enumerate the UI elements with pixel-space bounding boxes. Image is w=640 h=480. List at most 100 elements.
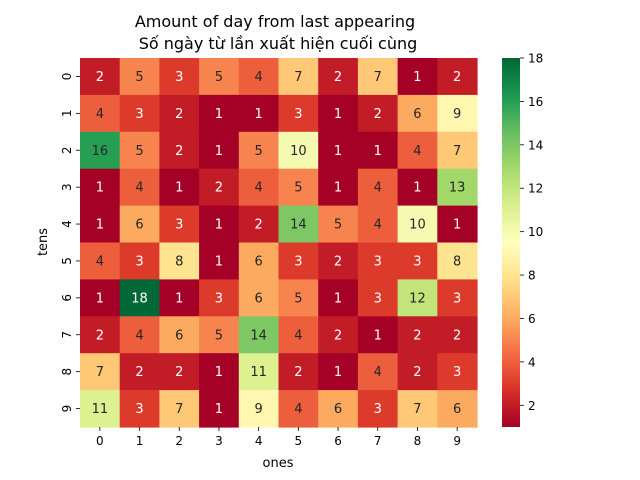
- heatmap-cell-label: 3: [294, 107, 302, 122]
- heatmap-cell-label: 16: [92, 144, 109, 159]
- heatmap-cell: [199, 205, 240, 244]
- y-tick-label: 8: [60, 368, 74, 376]
- heatmap-cell-label: 11: [250, 365, 267, 380]
- heatmap-cell-label: 5: [215, 328, 223, 343]
- heatmap-cell-label: 10: [409, 218, 426, 233]
- x-tick-label: 1: [136, 434, 144, 448]
- x-axis-ticks: 0 1 2 3 4 5 6 7 8 9: [96, 427, 461, 448]
- heatmap-cell: [80, 279, 121, 317]
- heatmap-cell-label: 7: [96, 365, 104, 380]
- heatmap-cell: [318, 242, 359, 280]
- heatmap-cell: [397, 242, 438, 280]
- heatmap-cell: [278, 353, 319, 391]
- heatmap-cell: [318, 390, 359, 428]
- heatmap-cell: [397, 94, 438, 133]
- heatmap-cell: [199, 316, 240, 354]
- heatmap-cell: [238, 279, 280, 317]
- heatmap-cell: [437, 168, 478, 207]
- heatmap-cell-label: 3: [453, 365, 461, 380]
- heatmap-cell-label: 3: [294, 254, 302, 269]
- heatmap-cell-label: 1: [413, 70, 421, 85]
- heatmap-cell: [278, 94, 319, 133]
- heatmap-cell: [318, 353, 359, 391]
- heatmap-cell: [437, 279, 478, 317]
- heatmap-cell: [119, 94, 160, 133]
- heatmap-cell-label: 1: [215, 218, 223, 233]
- heatmap-cell: [159, 94, 200, 133]
- heatmap-cells: 2 5 3 5 4 7 2 7 1 24 3 2 1 1 3 1 2 6 916 5 2 1 5 10 1 1 4 71 4 1 2 4 5 1 4…: [80, 58, 478, 428]
- heatmap-cell: [397, 390, 438, 428]
- heatmap-cell-label: 5: [215, 70, 223, 85]
- heatmap-cell-label: 1: [374, 144, 382, 159]
- x-tick-label: 8: [414, 434, 422, 448]
- heatmap-cell: [278, 316, 319, 354]
- x-tick-label: 0: [96, 434, 104, 448]
- heatmap-cell-label: 10: [290, 144, 307, 159]
- heatmap-cell: [437, 131, 478, 170]
- x-tick-label: 3: [215, 434, 223, 448]
- y-tick-label: 3: [60, 183, 74, 191]
- colorbar-tick-label: 12: [528, 182, 543, 196]
- heatmap-cell-label: 5: [135, 144, 143, 159]
- heatmap-cell: [159, 279, 200, 317]
- heatmap-cell: [159, 205, 200, 244]
- heatmap-cell: [397, 205, 438, 244]
- heatmap-cell-label: 4: [135, 181, 143, 196]
- x-tick-label: 2: [175, 434, 183, 448]
- heatmap-cell-label: 14: [250, 328, 267, 343]
- heatmap-cell: [80, 168, 121, 207]
- heatmap-cell-label: 1: [175, 181, 183, 196]
- heatmap-cell: [318, 168, 359, 207]
- x-tick-label: 4: [255, 434, 263, 448]
- heatmap-cell-label: 4: [374, 218, 382, 233]
- heatmap-cell-label: 3: [175, 218, 183, 233]
- heatmap-cell-label: 9: [255, 402, 263, 417]
- heatmap-cell: [397, 353, 438, 391]
- heatmap-cell: [437, 242, 478, 280]
- y-tick-label: 9: [60, 405, 74, 413]
- heatmap-cell-label: 7: [413, 402, 421, 417]
- heatmap-cell-label: 1: [255, 107, 263, 122]
- heatmap-cell: [397, 279, 438, 317]
- x-axis-label: ones: [263, 456, 294, 471]
- y-tick-label: 0: [60, 73, 74, 81]
- heatmap-cell-label: 1: [334, 107, 342, 122]
- heatmap-cell: [159, 131, 200, 170]
- heatmap-cell-label: 2: [135, 365, 143, 380]
- heatmap-cell: [199, 168, 240, 207]
- heatmap-cell-label: 3: [175, 70, 183, 85]
- heatmap-cell: [357, 168, 399, 207]
- heatmap-cell-label: 7: [453, 144, 461, 159]
- y-tick-label: 7: [60, 331, 74, 339]
- colorbar-tick-label: 2: [528, 399, 536, 413]
- heatmap-cell-label: 9: [453, 107, 461, 122]
- heatmap-cell-label: 7: [175, 402, 183, 417]
- colorbar-tick-label: 16: [528, 95, 543, 109]
- heatmap-cell-label: 6: [255, 291, 263, 306]
- y-tick-label: 6: [60, 294, 74, 302]
- heatmap-cell-label: 7: [294, 70, 302, 85]
- heatmap-cell-label: 3: [453, 291, 461, 306]
- heatmap-cell-label: 2: [175, 144, 183, 159]
- heatmap-cell: [80, 58, 121, 96]
- heatmap-cell: [80, 353, 121, 391]
- y-tick-label: 2: [60, 146, 74, 154]
- heatmap-cell-label: 14: [290, 218, 307, 233]
- heatmap-cell: [119, 316, 160, 354]
- heatmap-cell-label: 1: [374, 328, 382, 343]
- x-tick-label: 7: [374, 434, 382, 448]
- heatmap-cell-label: 5: [255, 144, 263, 159]
- x-tick-label: 5: [295, 434, 303, 448]
- heatmap-cell-label: 4: [96, 254, 104, 269]
- heatmap-cell-label: 11: [92, 402, 109, 417]
- heatmap-cell-label: 3: [374, 254, 382, 269]
- heatmap-cell: [199, 353, 240, 391]
- heatmap-cell: [357, 205, 399, 244]
- colorbar-tick-label: 6: [528, 312, 536, 326]
- heatmap-cell-label: 7: [374, 70, 382, 85]
- heatmap-cell-label: 2: [294, 365, 302, 380]
- heatmap-cell-label: 3: [374, 402, 382, 417]
- heatmap-cell-label: 3: [413, 254, 421, 269]
- colorbar-tick-label: 10: [528, 225, 543, 239]
- chart-subtitle: Số ngày từ lần xuất hiện cuối cùng: [139, 34, 418, 53]
